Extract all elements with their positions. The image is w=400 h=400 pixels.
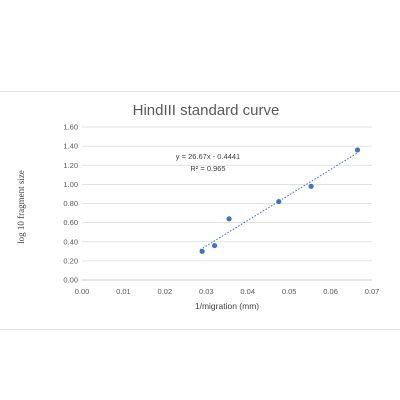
- data-points: [199, 147, 361, 254]
- x-tick-label: 0.00: [75, 287, 90, 296]
- chart-frame: [0, 91, 400, 330]
- trendline: [199, 152, 358, 251]
- y-tick-label: 0.20: [63, 256, 78, 265]
- x-tick-label: 0.07: [365, 287, 380, 296]
- data-point: [211, 242, 218, 249]
- trendline-group: [199, 152, 358, 251]
- x-tick-label: 0.02: [158, 287, 173, 296]
- x-tick-label: 0.01: [116, 287, 131, 296]
- x-tick-label: 0.06: [323, 287, 338, 296]
- y-tick-label: 1.00: [63, 180, 78, 189]
- x-tick-label: 0.03: [199, 287, 214, 296]
- y-tick-label: 1.40: [63, 142, 78, 151]
- y-axis-title: log 10 fragment size: [16, 170, 26, 244]
- data-point: [276, 198, 282, 205]
- x-axis-title: 1/migration (mm): [195, 301, 259, 311]
- x-tick-label: 0.05: [282, 287, 297, 296]
- y-tick-label: 1.20: [63, 161, 78, 170]
- trendline-equation: y = 26.67x - 0.4441: [176, 152, 240, 161]
- trendline-r-squared: R² = 0.965: [190, 164, 225, 173]
- y-tick-label: 1.60: [63, 123, 78, 132]
- x-tick-label: 0.04: [240, 287, 255, 296]
- y-tick-label: 0.40: [63, 237, 78, 246]
- axes: 0.00 0.20 0.40 0.60 0.80 1.00 1.20 1.40 1.60 0.00…: [63, 123, 379, 296]
- data-point: [226, 216, 232, 222]
- gridlines: [82, 126, 372, 262]
- chart-title: HindIII standard curve: [133, 102, 280, 119]
- y-tick-label: 0.80: [63, 199, 78, 208]
- y-tick-label: 0.60: [63, 218, 78, 227]
- y-tick-label: 0.00: [63, 276, 78, 285]
- data-point: [354, 147, 361, 153]
- data-point: [199, 248, 205, 254]
- data-point: [308, 183, 314, 189]
